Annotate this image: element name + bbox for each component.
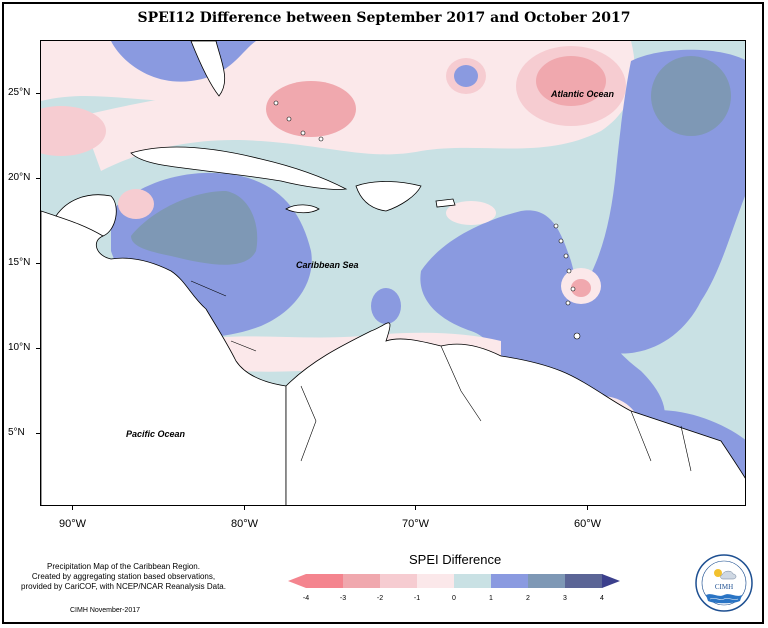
lat-tick	[36, 348, 40, 349]
legend-tick-label: -1	[414, 595, 420, 602]
land-jamaica	[285, 204, 320, 214]
lat-label-5n: 5°N	[8, 427, 25, 438]
legend-swatch	[454, 574, 492, 588]
spei-blue-spot-venezuela	[371, 288, 401, 324]
credit-line-2: Created by aggregating station based obs…	[31, 572, 216, 581]
legend-tick-label: 1	[489, 595, 493, 602]
land-yucatan	[55, 194, 117, 237]
land-island	[570, 286, 576, 292]
lat-tick	[36, 433, 40, 434]
spei-pink-spot-hispaniola	[446, 201, 496, 225]
legend-tick-label: -3	[340, 595, 346, 602]
lon-tick	[415, 506, 416, 510]
spei-blue-spot-atlantic	[454, 65, 478, 87]
lon-tick	[72, 506, 73, 510]
spei-darker-blue-west	[131, 191, 258, 265]
spei-blue-spot-east	[680, 235, 712, 255]
legend-tick-label: 2	[526, 595, 530, 602]
spei-pink-band	[81, 41, 635, 171]
legend-arrow-high	[602, 574, 620, 588]
logo-text: CIMH	[715, 583, 733, 591]
legend-arrow-low	[288, 574, 306, 588]
label-pacific-ocean: Pacific Ocean	[126, 429, 186, 439]
label-caribbean-sea: Caribbean Sea	[296, 260, 359, 270]
spei-pink-spot-yucatan	[118, 189, 154, 219]
label-atlantic-ocean: Atlantic Ocean	[551, 89, 615, 99]
credit-footer: CIMH November-2017	[69, 607, 141, 614]
lat-label-20n: 20°N	[8, 172, 31, 183]
lon-tick	[244, 506, 245, 510]
lon-tick	[587, 506, 588, 510]
land-island	[300, 130, 306, 136]
lon-label-90w: 90°W	[59, 518, 87, 530]
spei-strong-pink-bahamas	[266, 81, 356, 137]
spei-strong-pink-atlantic	[536, 56, 606, 106]
lat-tick	[36, 263, 40, 264]
land-south-america	[285, 322, 745, 505]
credit-line-3: provided by CariCOF, with NCEP/NCAR Rean…	[21, 582, 226, 591]
legend-tick-label: -4	[303, 595, 309, 602]
credit-line-1: Precipitation Map of the Caribbean Regio…	[47, 562, 200, 571]
legend-tick-label: -2	[377, 595, 383, 602]
legend-swatch	[417, 574, 455, 588]
legend-tick-label: 3	[563, 595, 567, 602]
legend-swatch	[565, 574, 603, 588]
lat-label-25n: 25°N	[8, 87, 31, 98]
spei-map	[41, 41, 745, 505]
map-title: SPEI12 Difference between September 2017…	[137, 10, 631, 26]
land-island	[566, 268, 572, 274]
legend-title: SPEI Difference	[409, 552, 502, 567]
legend-swatch	[306, 574, 344, 588]
legend-colorbar: -4 -3 -2 -1 0 1 2 3 4	[288, 574, 620, 602]
map-area	[40, 40, 746, 506]
land-florida	[190, 41, 226, 97]
legend-tick-label: 0	[452, 595, 456, 602]
land-island	[558, 238, 564, 244]
land-island	[273, 100, 279, 106]
lon-label-60w: 60°W	[574, 518, 602, 530]
legend-swatch	[380, 574, 418, 588]
land-island	[563, 253, 569, 259]
country-borders	[190, 280, 692, 472]
lat-tick	[36, 93, 40, 94]
land-puerto-rico	[435, 198, 456, 208]
land-island	[318, 136, 324, 142]
spei-darker-blue-atlantic	[651, 56, 731, 136]
legend-swatch	[491, 574, 529, 588]
land-hispaniola	[355, 181, 422, 212]
land-island	[286, 116, 292, 122]
lon-label-70w: 70°W	[402, 518, 430, 530]
spei-blue-central-caribbean	[420, 210, 665, 434]
spei-pink-gulf	[41, 106, 106, 156]
lon-label-80w: 80°W	[231, 518, 259, 530]
lat-label-15n: 15°N	[8, 257, 31, 268]
lat-tick	[36, 178, 40, 179]
spei-strong-pink-spot	[571, 279, 591, 297]
legend-swatch	[343, 574, 381, 588]
legend-swatch	[528, 574, 566, 588]
land-cuba	[130, 146, 348, 190]
cimh-logo-icon: CIMH	[695, 554, 753, 612]
land-island	[573, 332, 581, 340]
land-island	[553, 223, 559, 229]
land-island	[565, 300, 571, 306]
lat-label-10n: 10°N	[8, 342, 31, 353]
legend-tick-label: 4	[600, 595, 604, 602]
